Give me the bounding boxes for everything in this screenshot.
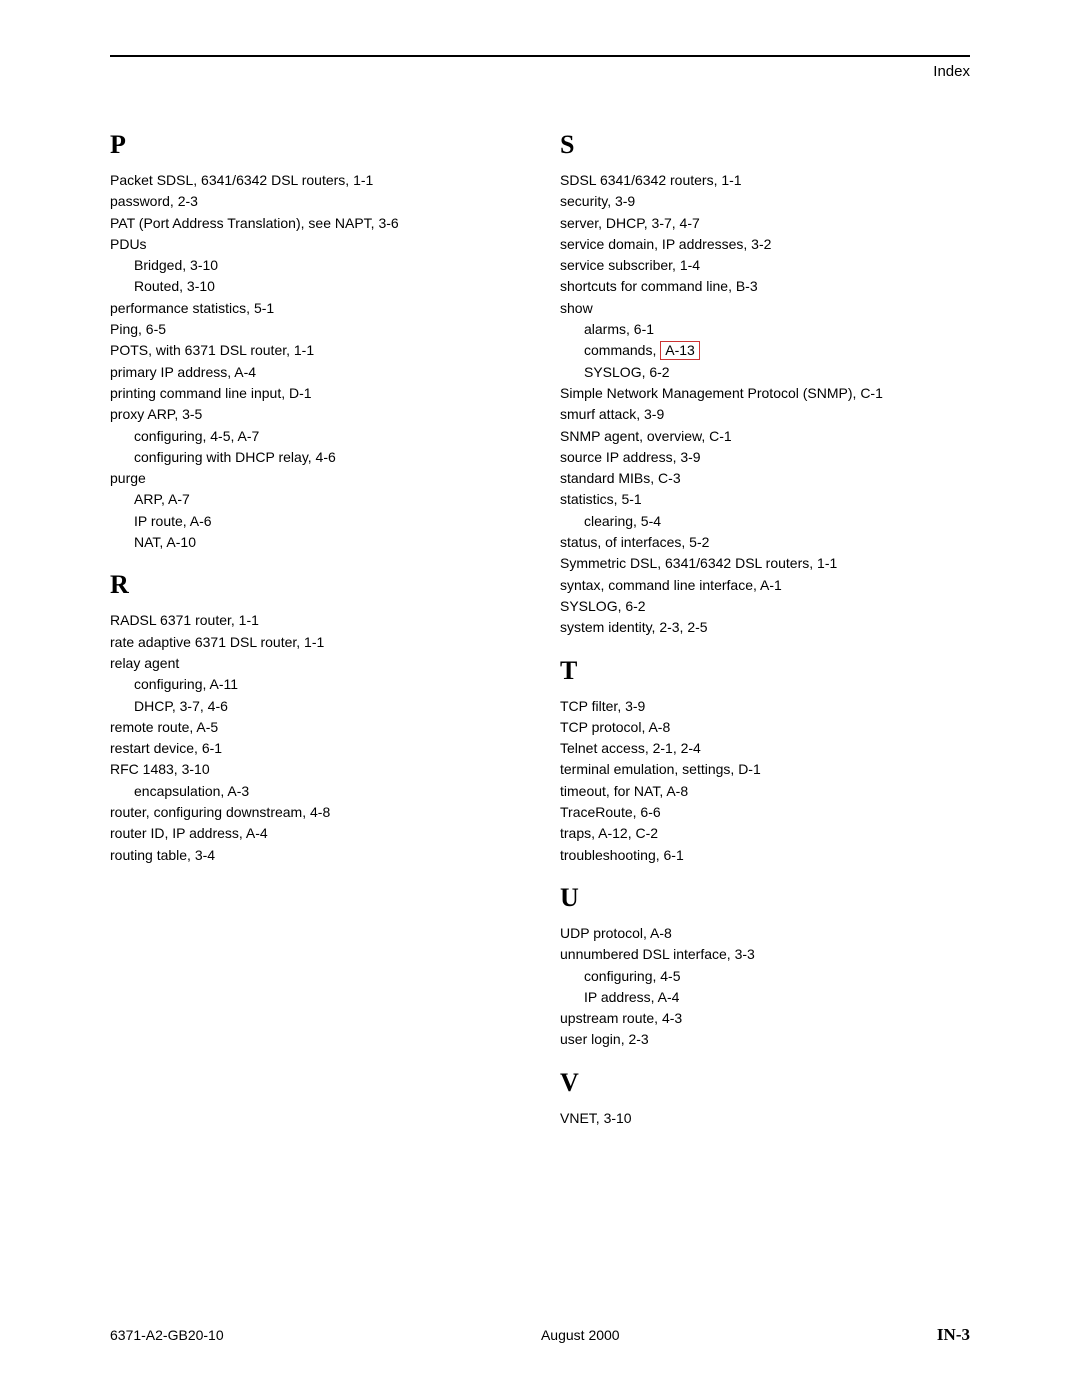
- index-entry: service subscriber, 1-4: [560, 255, 970, 275]
- index-entry: Simple Network Management Protocol (SNMP…: [560, 383, 970, 403]
- section-letter: T: [560, 656, 970, 686]
- index-entry: TraceRoute, 6-6: [560, 802, 970, 822]
- index-entry: printing command line input, D-1: [110, 383, 520, 403]
- index-subentry: Bridged, 3-10: [110, 255, 520, 275]
- index-entry: security, 3-9: [560, 191, 970, 211]
- index-entry: Ping, 6-5: [110, 319, 520, 339]
- index-entry: RADSL 6371 router, 1-1: [110, 610, 520, 630]
- index-entry: router ID, IP address, A-4: [110, 823, 520, 843]
- index-subentry: IP address, A-4: [560, 987, 970, 1007]
- index-entry: timeout, for NAT, A-8: [560, 781, 970, 801]
- index-entry: Packet SDSL, 6341/6342 DSL routers, 1-1: [110, 170, 520, 190]
- index-entry: primary IP address, A-4: [110, 362, 520, 382]
- index-subentry: ARP, A-7: [110, 489, 520, 509]
- index-columns: P Packet SDSL, 6341/6342 DSL routers, 1-1…: [110, 130, 970, 1129]
- index-entry: Telnet access, 2-1, 2-4: [560, 738, 970, 758]
- index-subentry: configuring, 4-5, A-7: [110, 426, 520, 446]
- index-subentry: configuring, 4-5: [560, 966, 970, 986]
- index-entry: smurf attack, 3-9: [560, 404, 970, 424]
- index-subentry: DHCP, 3-7, 4-6: [110, 696, 520, 716]
- index-entry: remote route, A-5: [110, 717, 520, 737]
- index-entry: show: [560, 298, 970, 318]
- index-entry: purge: [110, 468, 520, 488]
- index-entry: server, DHCP, 3-7, 4-7: [560, 213, 970, 233]
- index-entry: VNET, 3-10: [560, 1108, 970, 1128]
- section-letter: V: [560, 1068, 970, 1098]
- index-entry: SYSLOG, 6-2: [560, 596, 970, 616]
- index-entry: unnumbered DSL interface, 3-3: [560, 944, 970, 964]
- index-entry: SDSL 6341/6342 routers, 1-1: [560, 170, 970, 190]
- index-entry: source IP address, 3-9: [560, 447, 970, 467]
- index-entry: performance statistics, 5-1: [110, 298, 520, 318]
- header-rule: [110, 55, 970, 57]
- footer-page-number: IN-3: [937, 1325, 970, 1345]
- index-subentry: SYSLOG, 6-2: [560, 362, 970, 382]
- index-entry: restart device, 6-1: [110, 738, 520, 758]
- index-column-left: P Packet SDSL, 6341/6342 DSL routers, 1-1…: [110, 130, 520, 1129]
- index-entry: routing table, 3-4: [110, 845, 520, 865]
- index-page: Index P Packet SDSL, 6341/6342 DSL router…: [0, 0, 1080, 1169]
- index-entry: traps, A-12, C-2: [560, 823, 970, 843]
- index-entry: standard MIBs, C-3: [560, 468, 970, 488]
- index-subentry: configuring, A-11: [110, 674, 520, 694]
- index-entry: TCP protocol, A-8: [560, 717, 970, 737]
- index-entry: proxy ARP, 3-5: [110, 404, 520, 424]
- index-subentry: NAT, A-10: [110, 532, 520, 552]
- index-subentry: IP route, A-6: [110, 511, 520, 531]
- index-entry: system identity, 2-3, 2-5: [560, 617, 970, 637]
- section-letter: S: [560, 130, 970, 160]
- index-entry: rate adaptive 6371 DSL router, 1-1: [110, 632, 520, 652]
- index-entry: PAT (Port Address Translation), see NAPT…: [110, 213, 520, 233]
- index-entry: TCP filter, 3-9: [560, 696, 970, 716]
- index-subentry: configuring with DHCP relay, 4-6: [110, 447, 520, 467]
- index-entry: user login, 2-3: [560, 1029, 970, 1049]
- index-entry: POTS, with 6371 DSL router, 1-1: [110, 340, 520, 360]
- index-entry: RFC 1483, 3-10: [110, 759, 520, 779]
- index-entry: service domain, IP addresses, 3-2: [560, 234, 970, 254]
- index-entry: shortcuts for command line, B-3: [560, 276, 970, 296]
- index-subentry: Routed, 3-10: [110, 276, 520, 296]
- index-entry: UDP protocol, A-8: [560, 923, 970, 943]
- section-letter: R: [110, 570, 520, 600]
- index-subentry: clearing, 5-4: [560, 511, 970, 531]
- index-entry: upstream route, 4-3: [560, 1008, 970, 1028]
- index-entry: router, configuring downstream, 4-8: [110, 802, 520, 822]
- index-entry: SNMP agent, overview, C-1: [560, 426, 970, 446]
- index-entry: troubleshooting, 6-1: [560, 845, 970, 865]
- header-label: Index: [110, 63, 970, 80]
- index-entry: syntax, command line interface, A-1: [560, 575, 970, 595]
- page-footer: 6371-A2-GB20-10 August 2000 IN-3: [110, 1325, 970, 1345]
- highlighted-ref[interactable]: A-13: [660, 341, 700, 360]
- index-subentry: commands, A-13: [560, 340, 970, 360]
- index-column-right: S SDSL 6341/6342 routers, 1-1security, 3-…: [560, 130, 970, 1129]
- footer-doc-id: 6371-A2-GB20-10: [110, 1327, 224, 1343]
- index-entry: Symmetric DSL, 6341/6342 DSL routers, 1-…: [560, 553, 970, 573]
- index-entry: terminal emulation, settings, D-1: [560, 759, 970, 779]
- index-entry: status, of interfaces, 5-2: [560, 532, 970, 552]
- section-letter: U: [560, 883, 970, 913]
- index-subentry: alarms, 6-1: [560, 319, 970, 339]
- index-entry: PDUs: [110, 234, 520, 254]
- footer-date: August 2000: [541, 1327, 620, 1343]
- index-entry: statistics, 5-1: [560, 489, 970, 509]
- index-entry: password, 2-3: [110, 191, 520, 211]
- section-letter: P: [110, 130, 520, 160]
- index-entry: relay agent: [110, 653, 520, 673]
- index-subentry: encapsulation, A-3: [110, 781, 520, 801]
